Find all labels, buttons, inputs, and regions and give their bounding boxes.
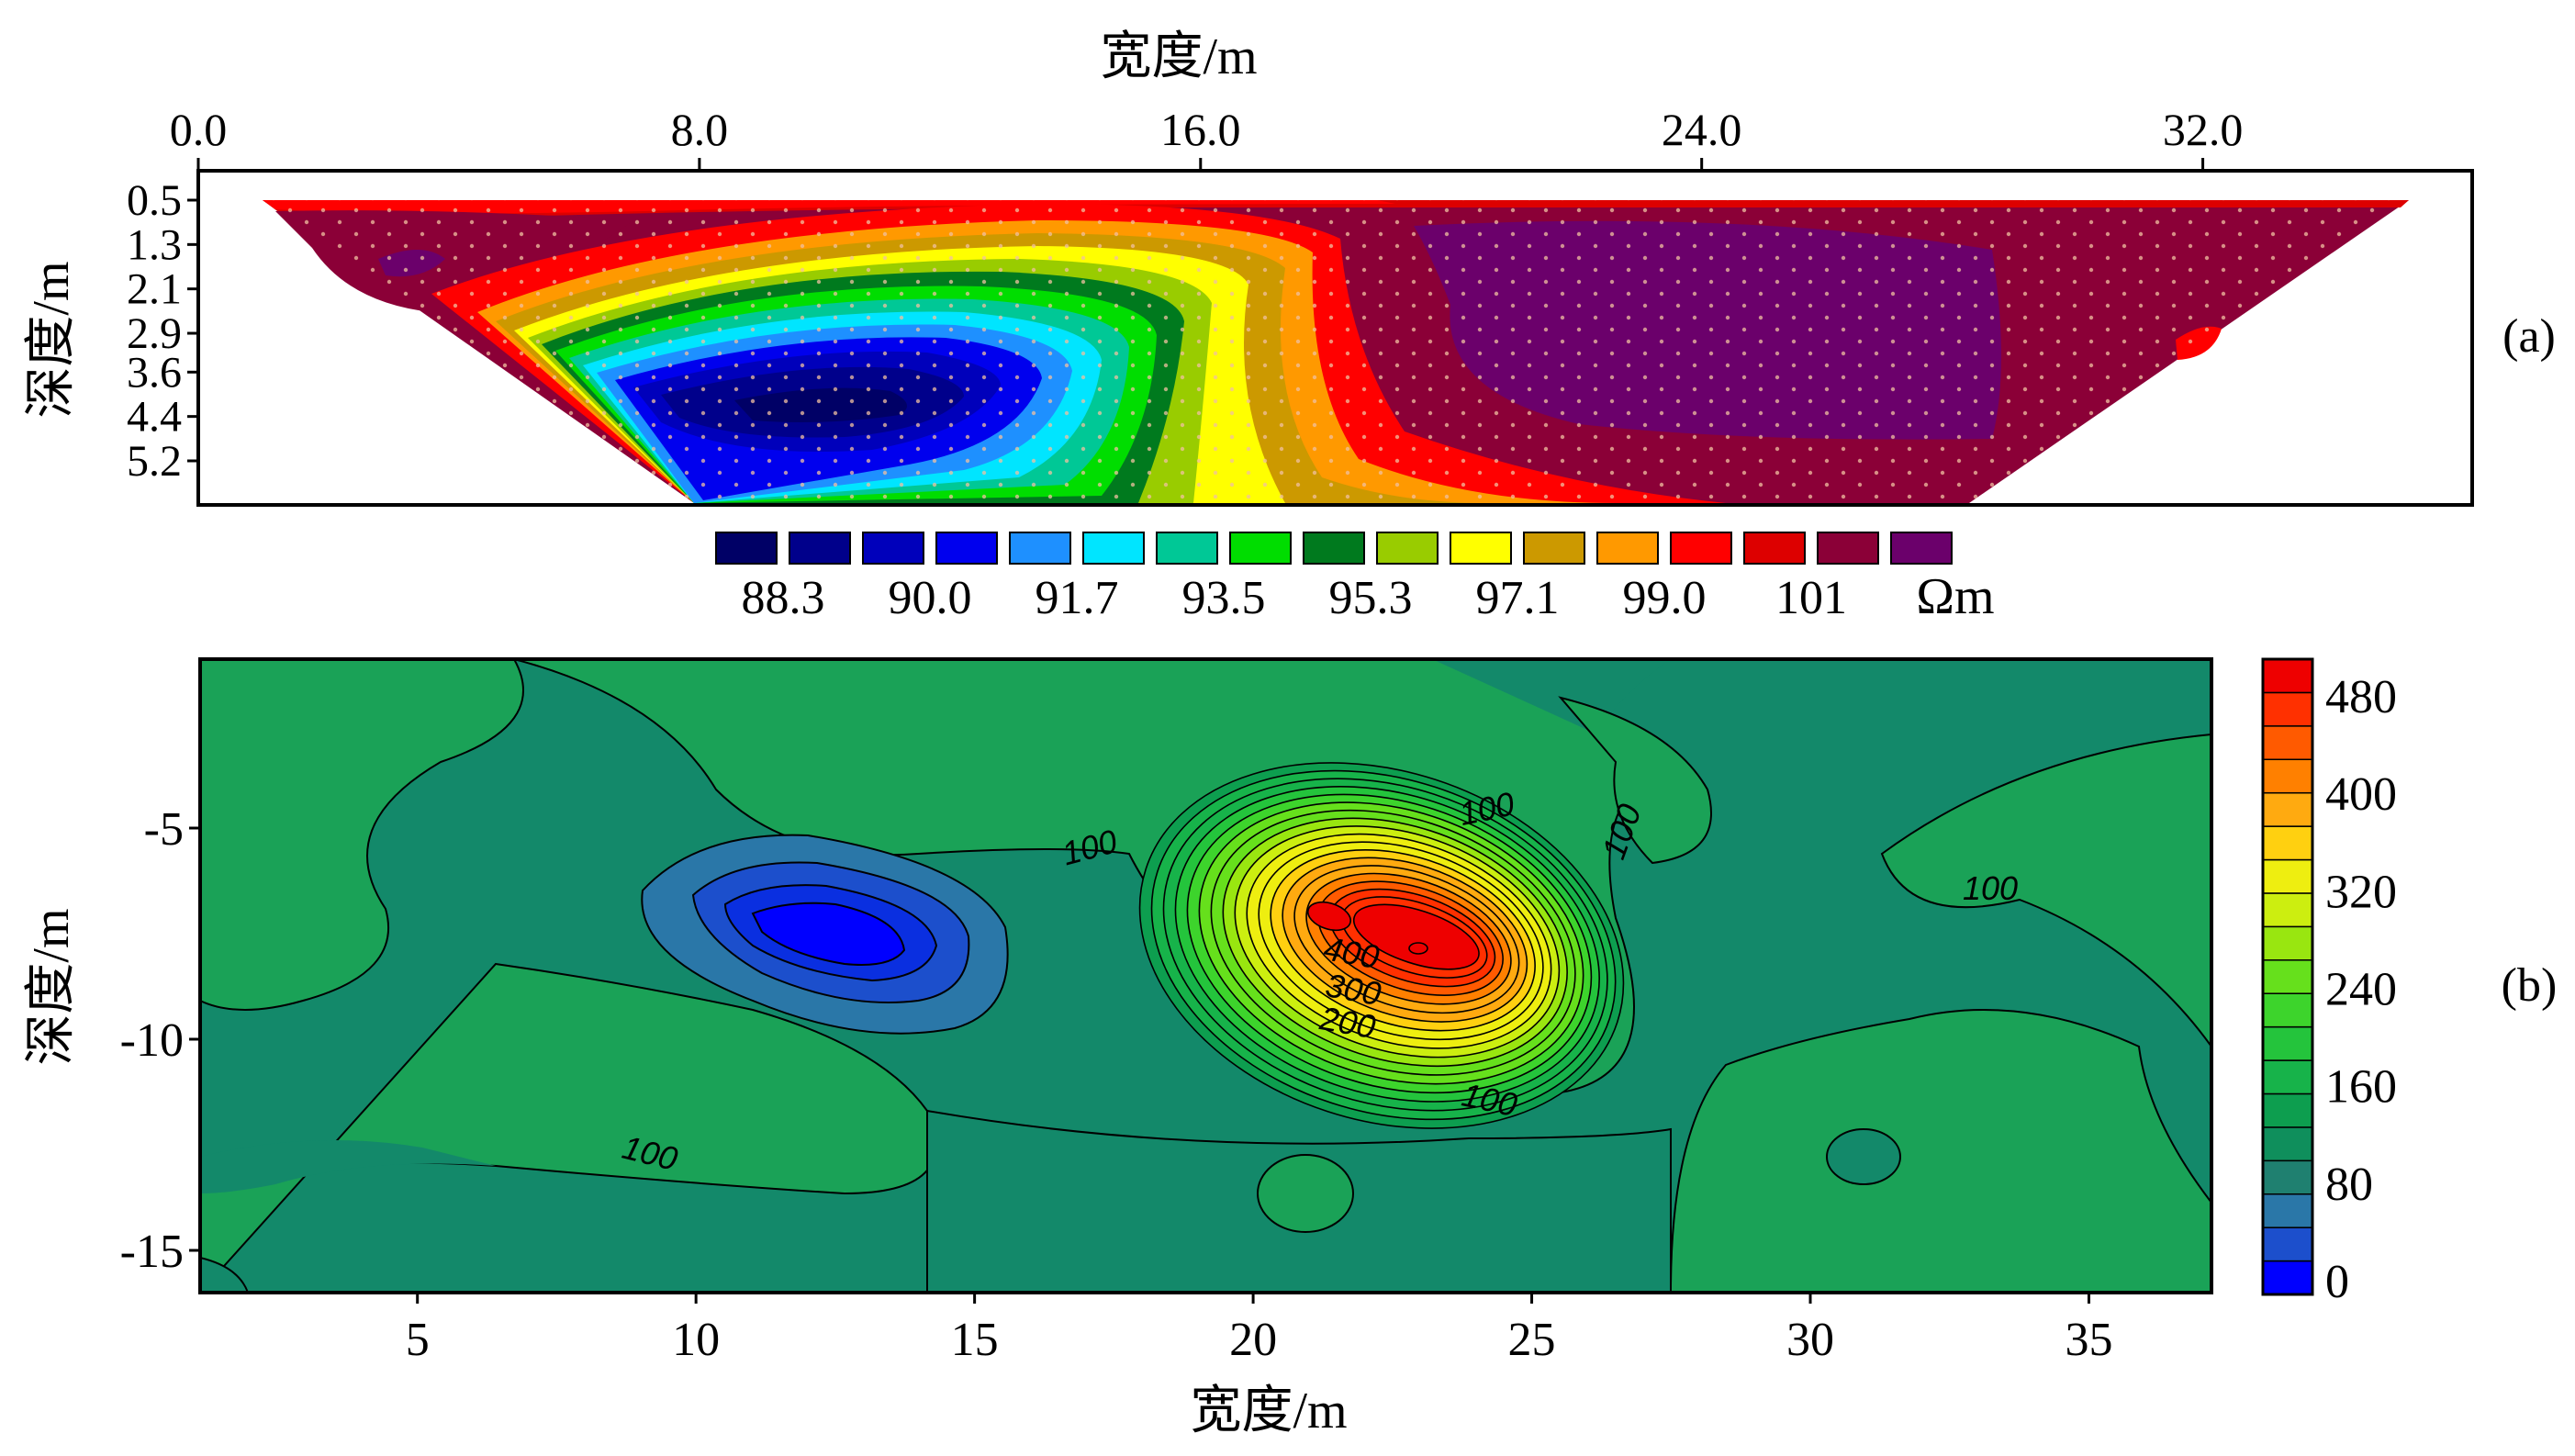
colorbar-segment bbox=[2262, 1092, 2313, 1128]
x-tick-label: 32.0 bbox=[2163, 104, 2244, 155]
panel-b: 100 100 100 100 100 100 400 300 200 5 10 1… bbox=[23, 657, 2558, 1439]
legend-swatch bbox=[1229, 532, 1292, 565]
x-tick-label: 25 bbox=[1508, 1314, 1556, 1366]
colorbar-segment bbox=[2262, 992, 2313, 1028]
panel-b-x-ticks: 5 10 15 20 25 30 35 bbox=[406, 1293, 2112, 1366]
colorbar-segment bbox=[2262, 892, 2313, 928]
contour-peak bbox=[1306, 901, 1352, 932]
colorbar-segment bbox=[2262, 658, 2313, 694]
panel-a-ylabel: 深度/m bbox=[23, 261, 80, 418]
contour-ring bbox=[1352, 903, 1480, 970]
x-tick-label: 24.0 bbox=[1662, 104, 1742, 155]
y-tick-label: 4.4 bbox=[127, 393, 182, 442]
legend-label: 101 bbox=[1775, 572, 1847, 624]
legend-label: 97.1 bbox=[1476, 572, 1560, 624]
contour-label: 100 bbox=[1963, 869, 2018, 907]
legend-swatch bbox=[715, 532, 778, 565]
colorbar-tick-label: 80 bbox=[2325, 1159, 2373, 1211]
panel-a-legend: 88.3 90.0 91.7 93.5 95.3 97.1 99.0 101 bbox=[715, 532, 1953, 624]
legend-swatch bbox=[862, 532, 924, 565]
panel-b-y-ticks: -5 -10 -15 bbox=[120, 803, 200, 1278]
y-tick-label: -10 bbox=[120, 1014, 184, 1067]
x-tick-label: 20 bbox=[1229, 1314, 1277, 1366]
legend-label: 90.0 bbox=[889, 572, 972, 624]
y-tick-label: 1.3 bbox=[127, 220, 182, 269]
y-tick-label: -5 bbox=[144, 803, 184, 856]
y-tick-label: -15 bbox=[120, 1226, 184, 1278]
colorbar-segment bbox=[2262, 691, 2313, 727]
panel-b-label: (b) bbox=[2502, 959, 2558, 1012]
colorbar-segment bbox=[2262, 1126, 2313, 1162]
colorbar-segment bbox=[2262, 858, 2313, 894]
legend-swatch bbox=[1670, 532, 1732, 565]
legend-swatch bbox=[789, 532, 851, 565]
legend-swatch bbox=[1082, 532, 1145, 565]
resistivity-section bbox=[263, 200, 2409, 503]
colorbar-segment bbox=[2262, 925, 2313, 961]
panel-b-ylabel: 深度/m bbox=[23, 908, 80, 1065]
colorbar-tick-label: 320 bbox=[2325, 866, 2397, 918]
colorbar-segment bbox=[2262, 725, 2313, 761]
x-tick-label: 35 bbox=[2065, 1314, 2112, 1366]
colorbar-segment bbox=[2262, 1159, 2313, 1195]
colorbar-segment bbox=[2262, 1226, 2313, 1262]
y-tick-label: 3.6 bbox=[127, 348, 182, 397]
x-tick-label: 0.0 bbox=[170, 104, 228, 155]
panel-b-frame bbox=[198, 657, 2213, 1294]
legend-label: 93.5 bbox=[1182, 572, 1266, 624]
panel-a-legend-unit: Ωm bbox=[1916, 568, 1994, 625]
colorbar-tick-label: 0 bbox=[2325, 1256, 2349, 1308]
legend-swatch bbox=[1156, 532, 1218, 565]
y-tick-label: 2.9 bbox=[127, 309, 182, 358]
high-anomaly bbox=[1138, 762, 1625, 1129]
legend-swatch bbox=[1817, 532, 1879, 565]
legend-label: 99.0 bbox=[1623, 572, 1707, 624]
legend-label: 91.7 bbox=[1036, 572, 1119, 624]
legend-swatch bbox=[1523, 532, 1585, 565]
colorbar-tick-label: 480 bbox=[2325, 671, 2397, 723]
panel-b-xlabel: 宽度/m bbox=[1190, 1383, 1347, 1439]
colorbar-tick-label: 240 bbox=[2325, 964, 2397, 1016]
colorbar-tick-label: 400 bbox=[2325, 768, 2397, 821]
colorbar-segment bbox=[2262, 1059, 2313, 1095]
x-tick-label: 30 bbox=[1786, 1314, 1834, 1366]
colorbar-segment bbox=[2262, 1193, 2313, 1228]
panel-a-y-ticks: 0.51.32.12.93.64.45.2 bbox=[127, 176, 198, 486]
colorbar-tick-label: 160 bbox=[2325, 1061, 2397, 1114]
x-tick-label: 15 bbox=[951, 1314, 999, 1366]
y-tick-label: 2.1 bbox=[127, 265, 182, 314]
panel-a: 宽度/m 0.0 8.0 16.0 24.0 32.0 0.51.32.12.93.64… bbox=[23, 28, 2556, 625]
colorbar-segment bbox=[2262, 1260, 2313, 1295]
legend-label: 95.3 bbox=[1329, 572, 1413, 624]
colorbar-segment bbox=[2262, 758, 2313, 794]
panel-a-label: (a) bbox=[2502, 310, 2556, 363]
x-tick-label: 16.0 bbox=[1160, 104, 1241, 155]
panel-a-x-ticks: 0.0 8.0 16.0 24.0 32.0 bbox=[170, 104, 2244, 171]
colorbar-frame bbox=[2261, 657, 2314, 1296]
legend-swatch bbox=[1009, 532, 1071, 565]
legend-swatch bbox=[1450, 532, 1512, 565]
y-tick-label: 0.5 bbox=[127, 176, 182, 225]
panel-b-colorbar: 480 400 320 240 160 80 0 bbox=[2261, 657, 2397, 1308]
legend-swatch bbox=[1303, 532, 1365, 565]
panel-a-xlabel: 宽度/m bbox=[1100, 28, 1257, 85]
x-tick-label: 8.0 bbox=[671, 104, 729, 155]
colorbar-segment bbox=[2262, 791, 2313, 827]
legend-label: 88.3 bbox=[742, 572, 825, 624]
contour-peak bbox=[1408, 942, 1428, 955]
colorbar-segment bbox=[2262, 1025, 2313, 1061]
legend-swatch bbox=[1743, 532, 1806, 565]
colorbar-segment bbox=[2262, 959, 2313, 994]
panel-a-frame bbox=[196, 169, 2474, 507]
x-tick-label: 10 bbox=[672, 1314, 720, 1366]
legend-swatch bbox=[1596, 532, 1659, 565]
legend-swatch bbox=[935, 532, 998, 565]
x-tick-label: 5 bbox=[406, 1314, 430, 1366]
legend-swatch bbox=[1376, 532, 1439, 565]
y-tick-label: 5.2 bbox=[127, 437, 182, 486]
legend-swatch bbox=[1890, 532, 1953, 565]
colorbar-segment bbox=[2262, 825, 2313, 861]
contour-map bbox=[200, 659, 2211, 1293]
